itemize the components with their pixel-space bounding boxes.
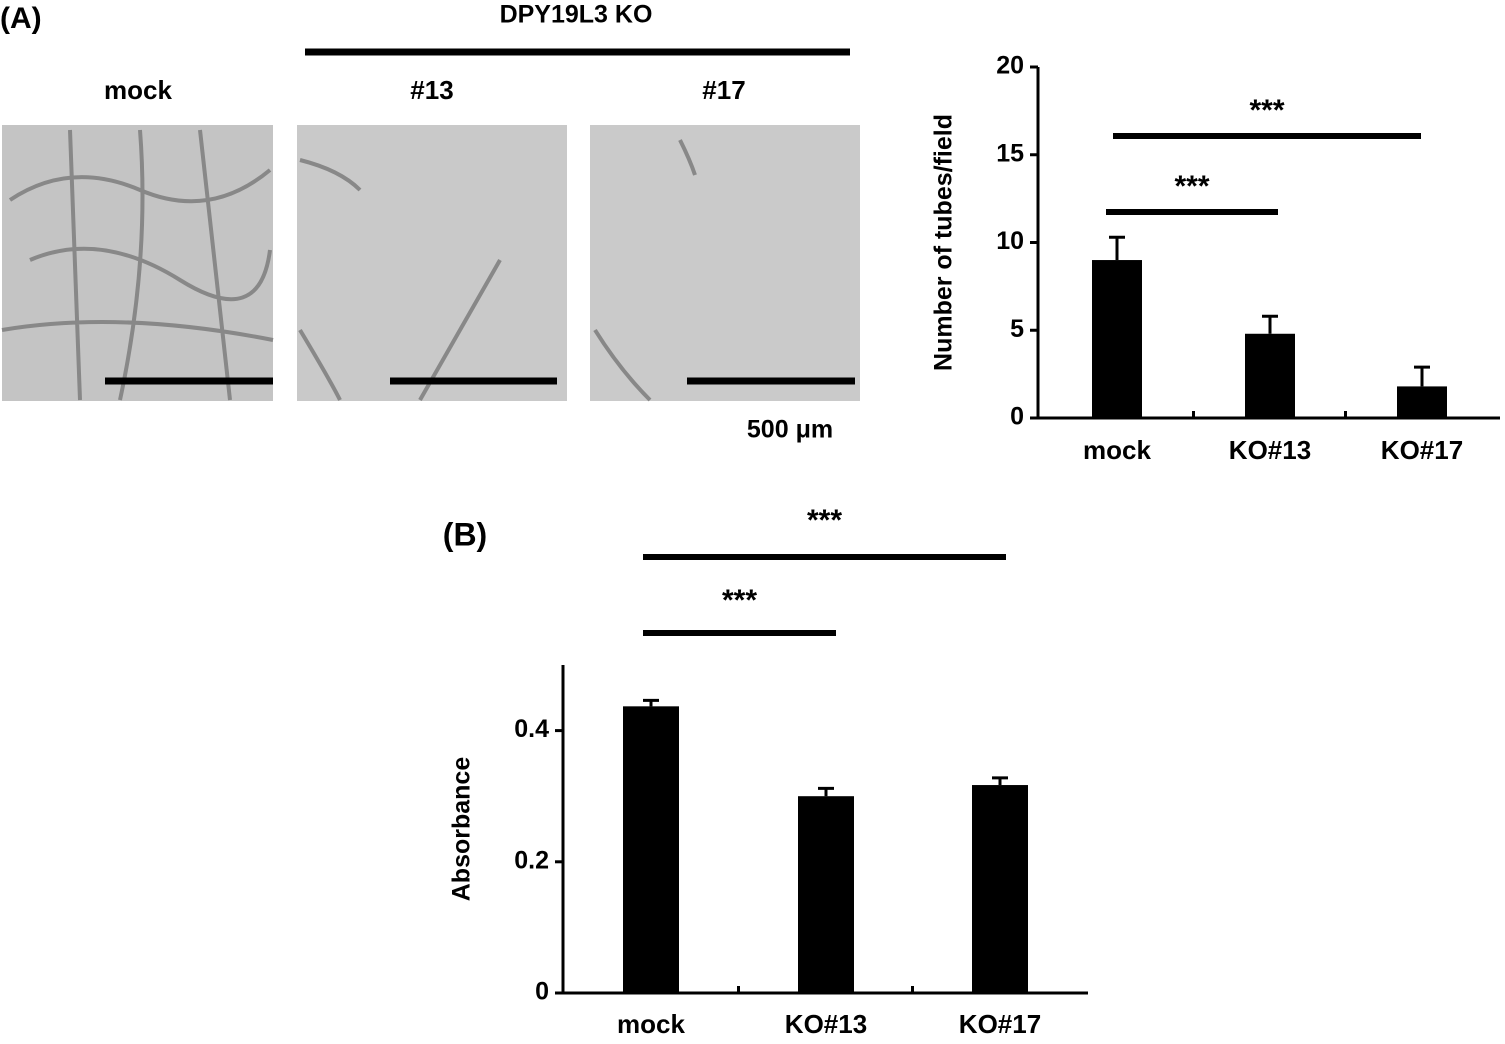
- x-tick-label: KO#17: [1381, 435, 1463, 465]
- bar: [1245, 333, 1295, 418]
- error-bar: [1414, 365, 1430, 387]
- significance-label: ***: [807, 504, 842, 537]
- tube-structure: [1, 129, 274, 401]
- y-tick-label: 0: [1010, 403, 1024, 431]
- image-17: [590, 125, 860, 401]
- y-tick-label: 0.4: [514, 715, 549, 743]
- bar: [798, 796, 854, 993]
- x-tick-label: KO#13: [785, 1009, 867, 1039]
- significance-label: ***: [1249, 94, 1284, 127]
- bar: [1092, 260, 1142, 418]
- error-bar: [1109, 235, 1125, 261]
- y-tick-label: 20: [996, 52, 1024, 80]
- y-tick-label: 0.2: [514, 846, 549, 874]
- y-tick-label: 5: [1010, 315, 1024, 343]
- x-tick-label: mock: [617, 1009, 685, 1039]
- x-tick-label: KO#13: [1229, 435, 1311, 465]
- panel-label: (B): [443, 516, 487, 552]
- y-axis-label: Absorbance: [448, 757, 476, 902]
- image-label: #13: [410, 75, 453, 105]
- bar: [972, 785, 1028, 993]
- significance-label: ***: [1174, 170, 1209, 203]
- y-tick-label: 15: [996, 139, 1024, 167]
- significance-label: ***: [722, 584, 757, 617]
- image-13: [297, 125, 567, 401]
- tube-structure: [593, 139, 697, 402]
- error-bar: [1262, 314, 1278, 334]
- group-label: DPY19L3 KO: [500, 1, 653, 29]
- bar: [1397, 386, 1447, 418]
- image-mock: [2, 125, 273, 401]
- image-label: #17: [702, 75, 745, 105]
- panel-label: (A): [0, 2, 42, 35]
- y-tick-label: 10: [996, 227, 1024, 255]
- y-axis-label: Number of tubes/field: [930, 114, 958, 371]
- error-bar: [818, 786, 834, 797]
- error-bar: [643, 698, 659, 707]
- image-label: mock: [104, 75, 172, 105]
- scale-label: 500 μm: [747, 416, 833, 444]
- bar: [623, 706, 679, 993]
- y-tick-label: 0: [535, 978, 549, 1006]
- micrographs: [1, 125, 860, 402]
- x-tick-label: KO#17: [959, 1009, 1041, 1039]
- error-bar: [992, 776, 1008, 786]
- x-tick-label: mock: [1083, 435, 1151, 465]
